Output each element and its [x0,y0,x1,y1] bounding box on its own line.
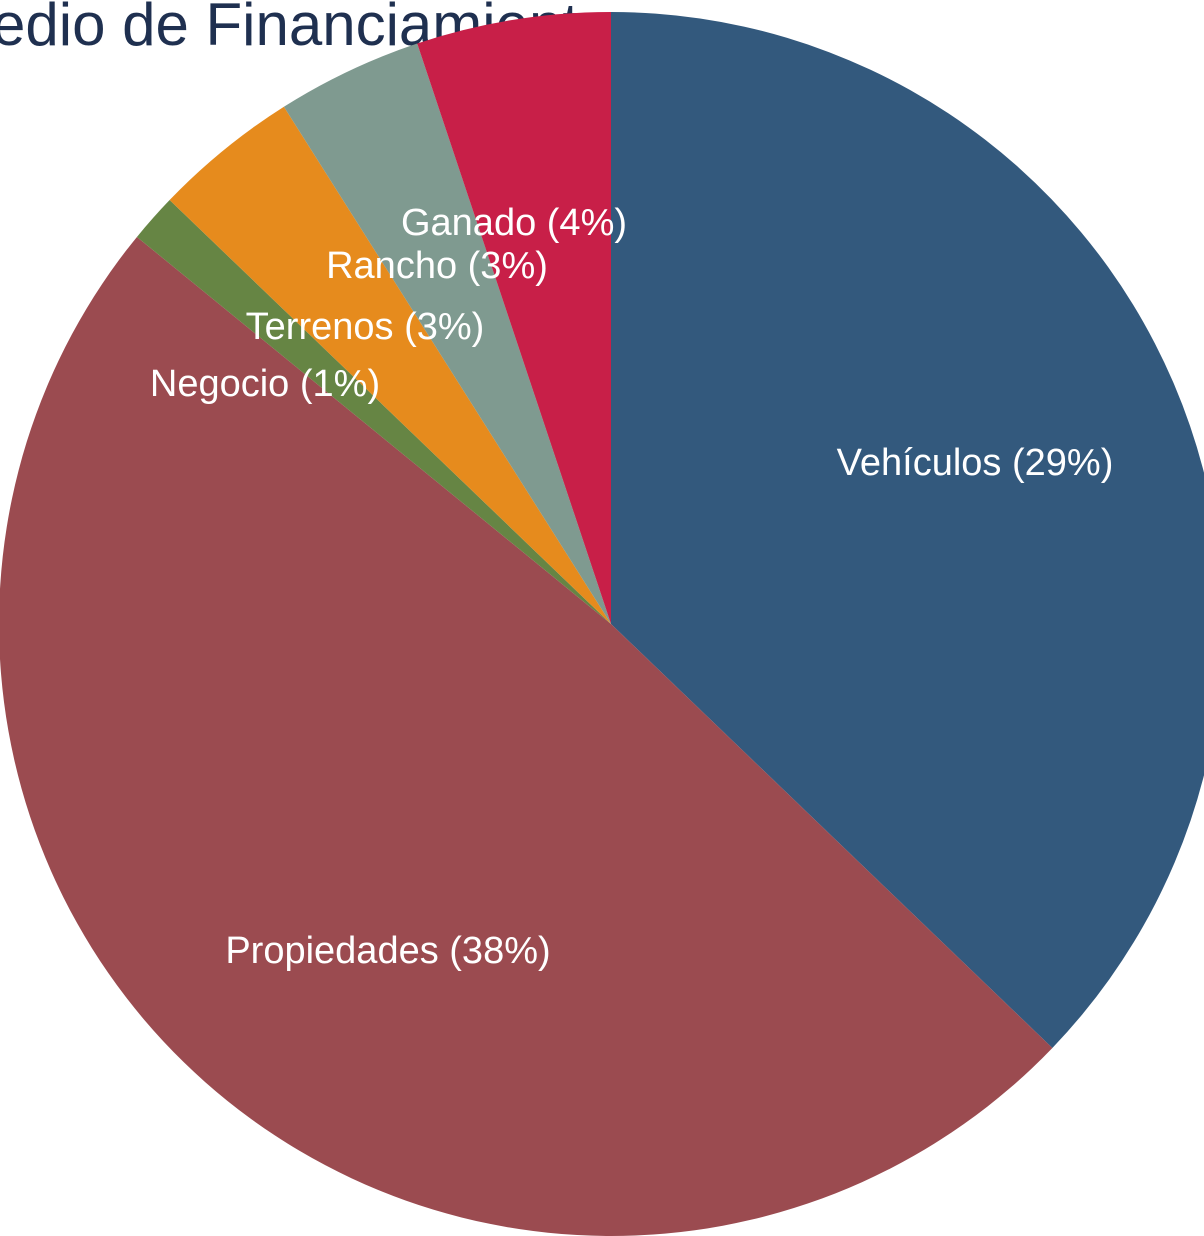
pie-slice [136,200,611,625]
pie [0,12,1204,1236]
labels: Vehículos (29%) Propiedades (38%) Negocio … [150,202,1113,972]
slice-name: Terrenos [246,306,394,348]
slice-value: (29%) [1012,442,1113,484]
slice-label: Negocio (1%) [150,363,380,405]
slice-label: Ganado (4%) [401,202,627,244]
slice-label: Terrenos (3%) [246,306,485,348]
slice-value: (3%) [404,306,484,348]
slice-name: Propiedades [225,930,438,972]
slice-name: Rancho [326,245,457,287]
pie-slice [169,106,612,625]
slice-value: (38%) [449,930,550,972]
pie-slice [417,12,611,624]
pie-slice [611,12,1204,1048]
slice-value: (1%) [300,363,380,405]
slice-name: Negocio [150,363,289,405]
slice-name: Vehículos [837,442,1002,484]
slice-label: Vehículos (29%) [837,442,1114,484]
pie-slice [283,43,611,624]
slice-value: (3%) [468,245,548,287]
slice-label: Rancho (3%) [326,245,548,287]
slice-name: Ganado [401,202,536,244]
slice-label: Propiedades (38%) [225,930,550,972]
pie-slice [0,236,1053,1236]
slice-value: (4%) [547,202,627,244]
